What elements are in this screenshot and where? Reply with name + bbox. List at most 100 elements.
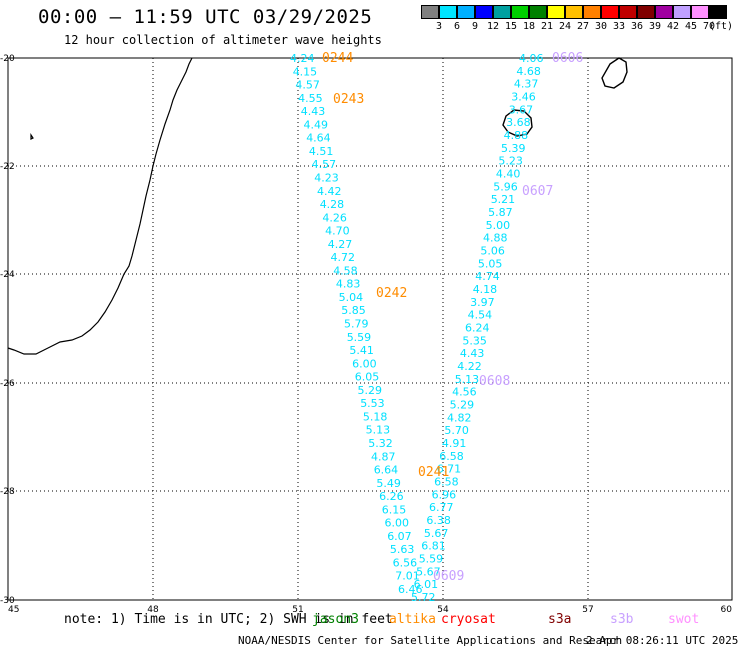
- legend-swatch: [691, 5, 709, 19]
- legend-swatch: [511, 5, 529, 19]
- generated-timestamp: 2 Apr 08:26:11 UTC 2025: [586, 634, 739, 647]
- small-islet: [30, 133, 34, 140]
- credit-line: NOAA/NESDIS Center for Satellite Applica…: [238, 634, 623, 647]
- legend-label: (ft): [708, 21, 734, 32]
- x-tick-label: 45: [8, 605, 19, 615]
- swh-value: 4.83: [336, 278, 361, 291]
- swh-value: 4.68: [516, 65, 541, 78]
- altimeter-track-east: 4.064.684.373.463.673.684.885.395.234.40…: [411, 52, 544, 604]
- color-scale-legend: [421, 5, 727, 19]
- swh-value: 6.24: [465, 322, 490, 335]
- swh-value: 4.72: [331, 251, 356, 264]
- legend-label: 39: [648, 21, 662, 32]
- swh-value: 4.64: [306, 132, 331, 145]
- swh-value: 6.58: [434, 476, 459, 489]
- legend-label: 36: [630, 21, 644, 32]
- map-title: 00:00 – 11:59 UTC 03/29/2025: [38, 6, 373, 28]
- y-tick-label: -24: [0, 270, 15, 280]
- swh-value: 4.87: [371, 450, 396, 463]
- x-tick-label: 48: [147, 605, 159, 615]
- legend-label: 45: [684, 21, 698, 32]
- y-tick-label: -28: [0, 487, 15, 497]
- pass-time-label: 0241: [418, 465, 449, 480]
- y-tick-label: -20: [0, 54, 15, 64]
- x-tick-label: 51: [292, 605, 303, 615]
- swh-value: 5.35: [462, 334, 487, 347]
- swh-value: 5.18: [363, 410, 388, 423]
- pass-time-label: 0609: [433, 569, 464, 584]
- swh-value: 5.67: [416, 565, 441, 578]
- swh-value: 4.15: [293, 65, 318, 78]
- map-subtitle: 12 hour collection of altimeter wave hei…: [64, 33, 382, 47]
- legend-swatch: [601, 5, 619, 19]
- legend-swatch: [421, 5, 439, 19]
- legend-swatch: [547, 5, 565, 19]
- swh-value: 6.56: [393, 557, 418, 570]
- swh-value: 4.57: [295, 79, 320, 92]
- y-tick-label: -26: [0, 379, 15, 389]
- swh-value: 5.05: [478, 257, 503, 270]
- swh-value: 6.71: [437, 463, 462, 476]
- legend-label: 27: [576, 21, 590, 32]
- pass-time-label: 0606: [552, 51, 583, 66]
- pass-time-labels: 0244 0243 0242 0241 0606 0607 0608 0609: [322, 51, 583, 584]
- swh-value: 6.26: [379, 490, 404, 503]
- pass-time-label: 0607: [522, 184, 553, 199]
- swh-value: 4.43: [460, 347, 485, 360]
- legend-swatch: [475, 5, 493, 19]
- swh-value: 4.37: [514, 78, 539, 91]
- swh-value: 5.29: [358, 384, 383, 397]
- swh-value: 5.49: [376, 477, 401, 490]
- swh-value: 5.70: [444, 424, 469, 437]
- swh-value: 3.68: [506, 116, 530, 129]
- reunion-island: [502, 109, 533, 137]
- swh-value: 5.00: [486, 219, 511, 232]
- legend-label: 9: [471, 21, 479, 32]
- swh-value: 4.74: [475, 270, 500, 283]
- swh-value: 3.46: [511, 91, 536, 104]
- axis-tick-labels: 45 48 51 54 57 60 -20 -22 -24 -26 -28 -30: [0, 54, 732, 615]
- legend-label: 30: [594, 21, 608, 32]
- swh-value: 6.46: [398, 583, 423, 596]
- legend-label: 15: [504, 21, 518, 32]
- legend-swatch: [655, 5, 673, 19]
- swh-value: 6.05: [355, 371, 380, 384]
- altimeter-track-west: 4.244.154.574.554.434.494.644.514.574.23…: [290, 52, 423, 596]
- swh-value: 6.15: [382, 503, 407, 516]
- satellite-swot: swot: [668, 612, 700, 627]
- swh-value: 5.79: [344, 318, 369, 331]
- swh-value: 3.97: [470, 296, 495, 309]
- satellite-altika: altika: [389, 612, 436, 627]
- map-frame: [7, 57, 733, 601]
- x-tick-label: 60: [721, 605, 733, 615]
- legend-label: 18: [522, 21, 536, 32]
- swh-value: 4.56: [452, 386, 477, 399]
- swh-value: 4.58: [333, 264, 358, 277]
- color-scale-labels: 3 6 9 12 15 18 21 24 27 30 33 36 39 42 45 70 (ft): [421, 21, 740, 35]
- swh-value: 4.82: [447, 411, 472, 424]
- swh-value: 4.23: [314, 172, 339, 185]
- x-tick-label: 54: [437, 605, 449, 615]
- footnote: note: 1) Time is in UTC; 2) SWH is in fe…: [64, 612, 393, 627]
- swh-value: 6.01: [414, 578, 439, 591]
- swh-value: 3.67: [509, 103, 534, 116]
- swh-value: 5.85: [341, 304, 366, 317]
- swh-value: 5.39: [501, 142, 526, 155]
- y-tick-label: -22: [0, 162, 15, 172]
- legend-swatch: [583, 5, 601, 19]
- swh-value: 4.06: [519, 52, 544, 65]
- y-tick-label: -30: [0, 596, 15, 606]
- swh-value: 5.87: [488, 206, 512, 219]
- legend-swatch: [493, 5, 511, 19]
- swh-value: 4.88: [504, 129, 528, 142]
- swh-value: 5.06: [480, 245, 505, 258]
- legend-swatch: [565, 5, 583, 19]
- swh-value: 5.72: [411, 591, 436, 604]
- swh-value: 5.59: [419, 553, 444, 566]
- swh-value: 6.38: [426, 514, 451, 527]
- swh-value: 4.22: [457, 360, 482, 373]
- swh-value: 5.67: [424, 527, 449, 540]
- swh-value: 6.64: [374, 464, 399, 477]
- satellite-jason3: jason3: [312, 612, 359, 627]
